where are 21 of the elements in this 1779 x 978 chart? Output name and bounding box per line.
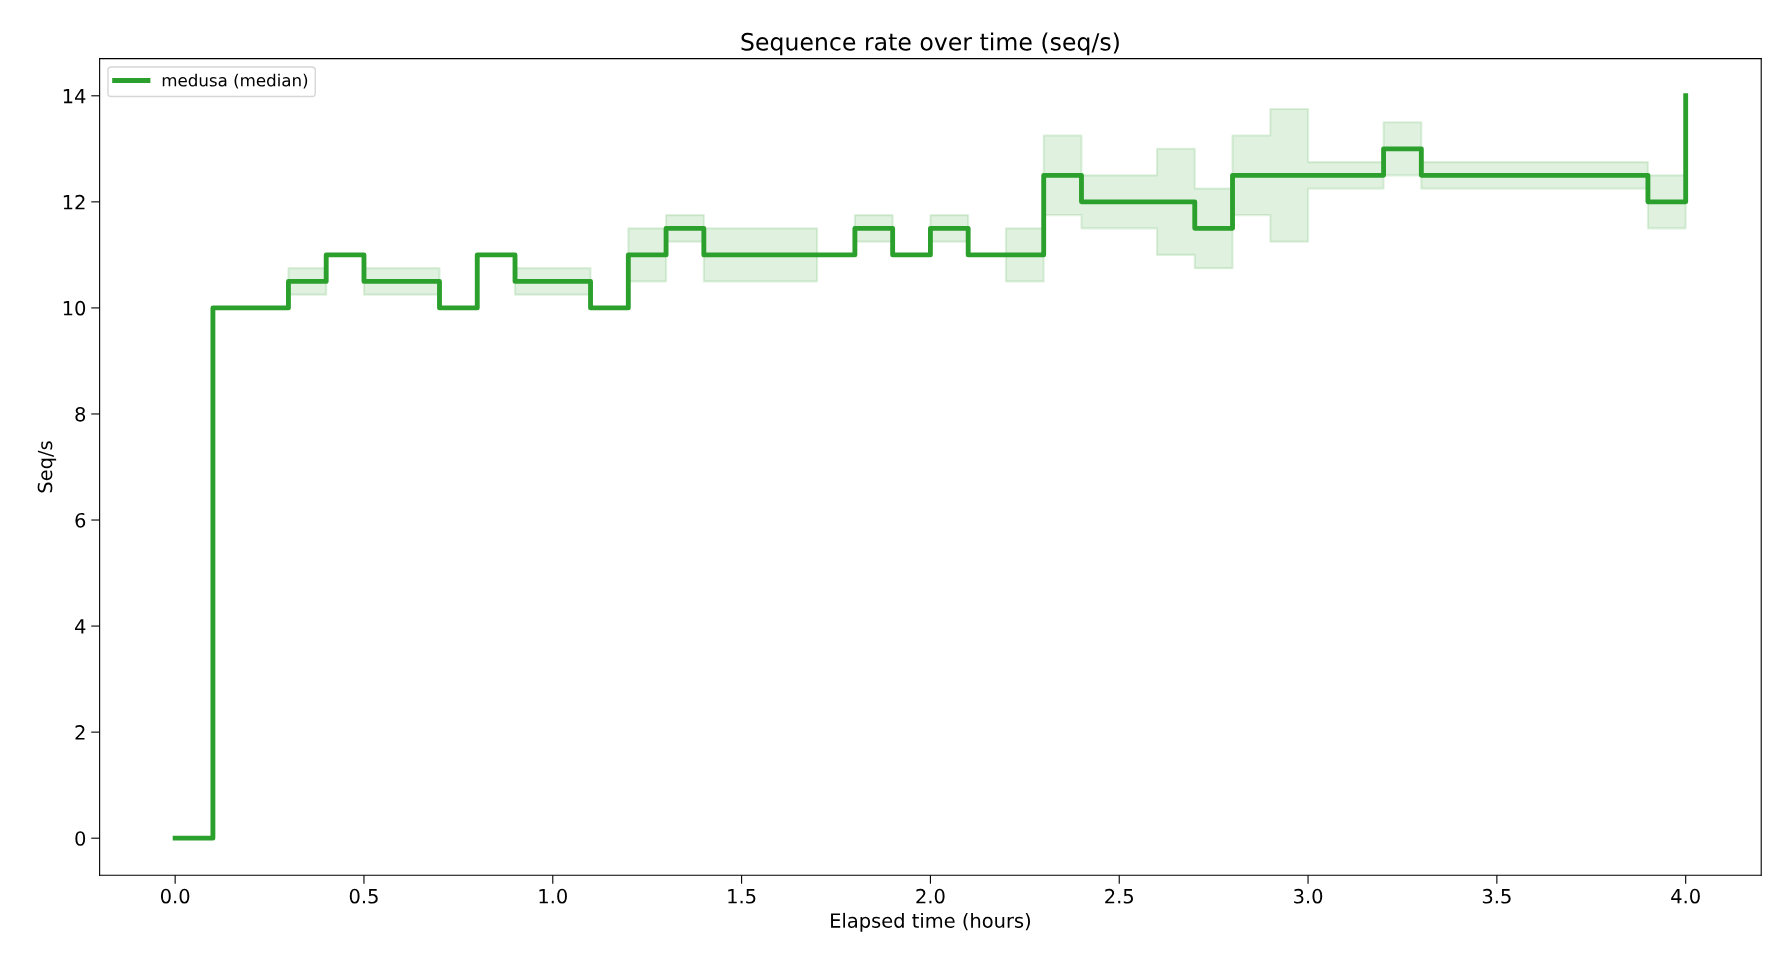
y-tick-label: 12 — [63, 194, 85, 210]
x-tick-label: 3.5 — [1482, 888, 1511, 904]
x-tick-label: 1.5 — [728, 889, 756, 904]
y-tick-label: 14 — [63, 89, 86, 104]
x-tick-label: 1.0 — [539, 888, 567, 904]
x-tick-label: 3.0 — [1294, 888, 1323, 904]
y-tick-label: 2 — [75, 725, 85, 740]
x-tick-label: 0.5 — [349, 888, 378, 904]
x-tick-label: 0.0 — [160, 888, 190, 904]
y-tick-label: 0 — [75, 831, 86, 846]
chart-title: Sequence rate over time (seq/s) — [741, 32, 1119, 56]
y-axis-title: Seq/s — [37, 441, 57, 493]
y-tick-label: 4 — [75, 619, 86, 634]
x-tick-label: 4.0 — [1671, 888, 1700, 904]
y-tick-label: 6 — [75, 512, 86, 528]
x-tick-label: 2.0 — [916, 888, 945, 904]
y-tick-label: 8 — [75, 406, 86, 422]
x-axis-title: Elapsed time (hours) — [831, 912, 1030, 932]
legend-label: medusa (median) — [162, 73, 308, 89]
y-tick-label: 10 — [63, 300, 86, 316]
x-tick-label: 2.5 — [1105, 888, 1133, 904]
